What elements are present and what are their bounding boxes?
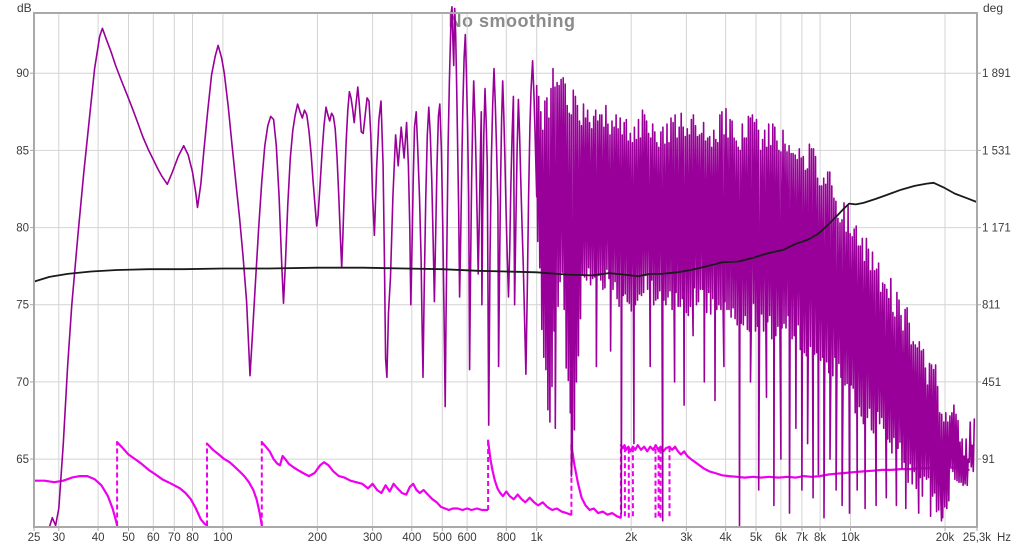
tick-label: 50 xyxy=(122,532,135,544)
tick-label: 300 xyxy=(363,532,382,544)
left-axis-unit-label: dB xyxy=(17,1,32,15)
tick-label: 1k xyxy=(531,532,543,544)
tick-label: 25,3k xyxy=(963,532,991,544)
tick-label: 85 xyxy=(16,145,29,157)
tick-label: 451 xyxy=(982,377,1001,389)
tick-label: 80 xyxy=(16,223,29,235)
tick-label: 80 xyxy=(186,532,199,544)
tick-label: 5k xyxy=(750,532,762,544)
tick-label: 200 xyxy=(308,532,327,544)
tick-label: 3k xyxy=(680,532,692,544)
tick-label: 10k xyxy=(841,532,860,544)
tick-label: 400 xyxy=(402,532,421,544)
tick-label: 811 xyxy=(982,300,1000,312)
tick-label: 7k xyxy=(796,532,808,544)
tick-label: 70 xyxy=(16,377,29,389)
bottom-axis-unit-label: Hz xyxy=(997,532,1011,544)
reference-curve xyxy=(33,181,978,283)
tick-label: 600 xyxy=(458,532,477,544)
tick-label: 8k xyxy=(814,532,826,544)
tick-label: 25 xyxy=(28,532,41,544)
tick-label: 500 xyxy=(433,532,452,544)
tick-label: 40 xyxy=(92,532,105,544)
tick-label: 20k xyxy=(936,532,955,544)
right-axis-unit-label: deg xyxy=(983,1,1004,15)
tick-label: 2k xyxy=(625,532,637,544)
spl-curve xyxy=(48,6,976,528)
tick-label: 90 xyxy=(16,68,29,80)
tick-label: 91 xyxy=(982,454,995,466)
plot-border xyxy=(33,12,978,528)
tick-label: 30 xyxy=(52,532,65,544)
tick-label: 1 891 xyxy=(982,68,1011,80)
chart-title: No smoothing xyxy=(448,11,576,31)
tick-label: 4k xyxy=(720,532,732,544)
tick-label: 800 xyxy=(497,532,516,544)
tick-label: 75 xyxy=(16,300,29,312)
tick-label: 1 531 xyxy=(982,145,1011,157)
tick-label: 6k xyxy=(775,532,787,544)
tick-label: 100 xyxy=(213,532,232,544)
tick-label: 1 171 xyxy=(982,223,1011,235)
tick-label: 70 xyxy=(168,532,181,544)
axis-tick-labels: 90 1 891 85 1 531 80 1 171 75 811 70 451 65 91 25 30 4… xyxy=(16,68,1011,544)
tick-label: 65 xyxy=(16,454,29,466)
tick-label: 60 xyxy=(147,532,160,544)
